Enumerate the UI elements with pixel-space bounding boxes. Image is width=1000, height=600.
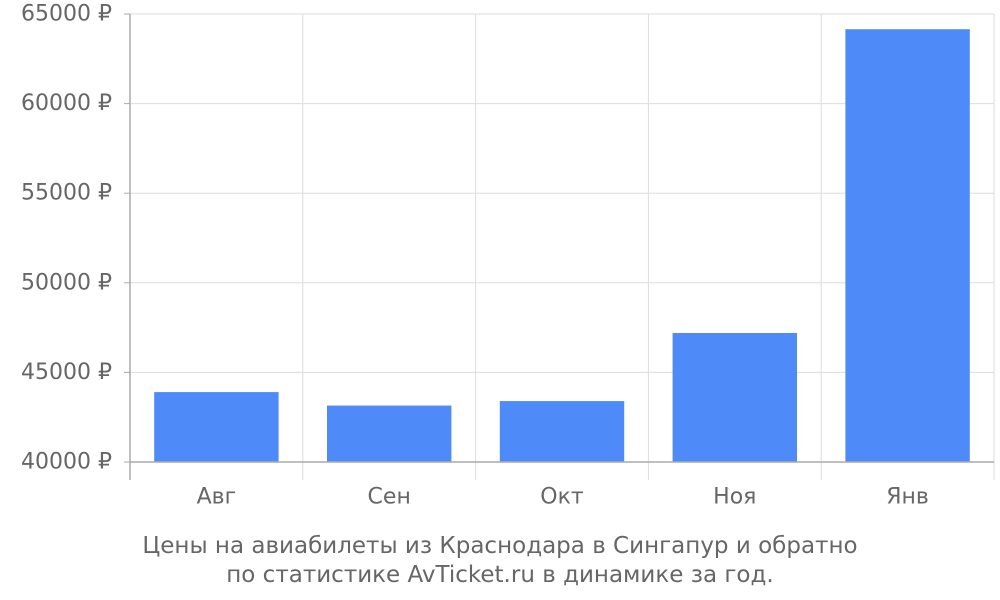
y-tick-label: 45000 ₽ [21, 360, 112, 385]
chart-caption-line-1: Цены на авиабилеты из Краснодара в Синга… [142, 533, 858, 559]
bar [499, 401, 625, 462]
bar [326, 405, 452, 462]
x-tick-label: Янв [886, 485, 929, 510]
y-tick-label: 40000 ₽ [21, 450, 112, 475]
bar [672, 332, 798, 462]
chart-caption-line-2: по статистике AvTicket.ru в динамике за … [226, 562, 774, 588]
x-tick-label: Авг [197, 485, 237, 510]
x-tick-label: Сен [368, 485, 411, 510]
x-tick-label: Ноя [713, 485, 756, 510]
bar-series [154, 29, 970, 463]
x-tick-label: Окт [540, 485, 584, 510]
y-tick-label: 60000 ₽ [21, 91, 112, 116]
y-tick-label: 55000 ₽ [21, 181, 112, 206]
bar [154, 392, 279, 462]
axes [124, 13, 994, 480]
bar [845, 29, 970, 463]
y-tick-label: 50000 ₽ [21, 270, 112, 295]
y-tick-label: 65000 ₽ [21, 2, 112, 27]
tick-labels: 40000 ₽ 45000 ₽ 50000 ₽ 55000 ₽ 60000 ₽ 65000… [21, 2, 929, 510]
grid-lines [129, 13, 995, 480]
